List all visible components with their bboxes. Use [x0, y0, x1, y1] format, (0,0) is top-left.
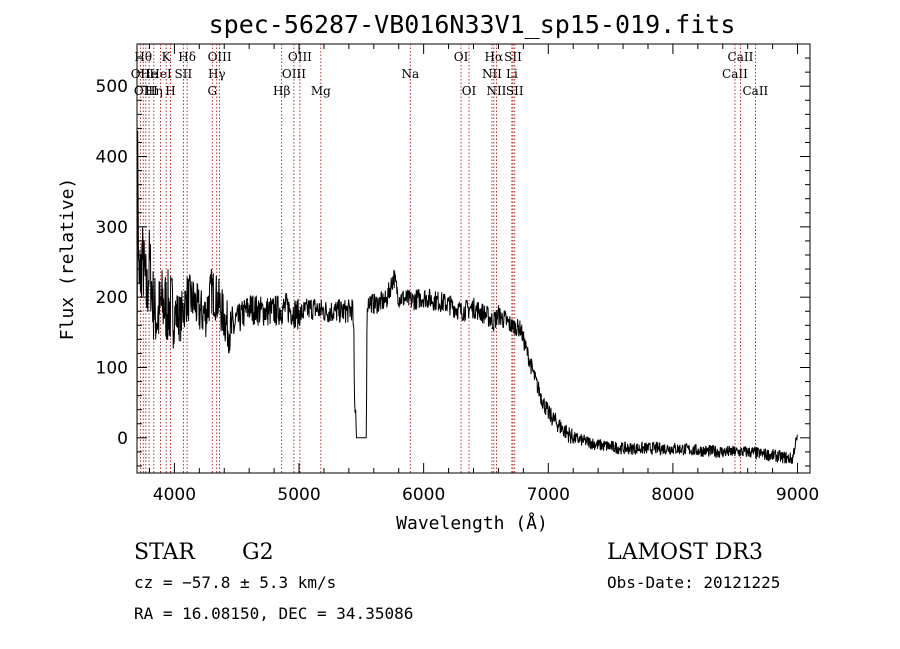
survey-name: LAMOST DR3: [607, 540, 763, 565]
y-tick-label-1: 100: [96, 359, 128, 379]
line-label-19: OI: [462, 84, 477, 98]
line-label-20: NII: [482, 67, 502, 81]
y-tick-label-3: 300: [96, 218, 128, 238]
line-label-13: Hβ: [273, 84, 290, 98]
line-label-0: OII: [131, 67, 151, 81]
line-label-25: SII: [506, 84, 524, 98]
line-label-15: OIII: [288, 50, 312, 64]
y-axis-label: Flux (relative): [57, 178, 78, 341]
line-label-8: SII: [175, 67, 193, 81]
x-tick-label-0: 4000: [153, 485, 196, 505]
line-label-22: NII: [486, 84, 506, 98]
x-tick-label-3: 7000: [527, 485, 570, 505]
object-class: STAR: [134, 540, 196, 565]
line-label-11: Hγ: [208, 67, 226, 81]
line-label-9: Hδ: [178, 50, 196, 64]
line-label-27: CaII: [728, 50, 754, 64]
y-tick-label-4: 400: [96, 148, 128, 168]
x-tick-label-2: 6000: [402, 485, 445, 505]
x-tick-label-1: 5000: [277, 485, 320, 505]
line-label-5: HeI: [149, 67, 172, 81]
spectrum-line: [136, 130, 798, 464]
spectral-line-markers: OIIHθOIIIHeHηHeIKHSIIHδGHγOIIIHβOIIIOIII…: [131, 44, 769, 473]
plot-frame: [136, 43, 811, 474]
redshift-cz: cz = −57.8 ± 5.3 km/s: [134, 573, 336, 592]
y-tick-label-2: 200: [96, 288, 128, 308]
y-tick-label-5: 500: [96, 77, 128, 97]
line-label-1: Hθ: [134, 50, 152, 64]
line-label-12: OIII: [208, 50, 232, 64]
x-tick-label-5: 9000: [776, 485, 819, 505]
line-label-28: CaII: [742, 84, 768, 98]
spectrum-series: [136, 130, 798, 464]
line-label-7: H: [165, 84, 175, 98]
line-label-4: Hη: [145, 84, 163, 98]
line-label-24: SII: [504, 50, 522, 64]
line-label-17: Na: [401, 67, 419, 81]
line-label-3: He: [140, 67, 158, 81]
observation-date: Obs-Date: 20121225: [607, 573, 780, 592]
line-label-14: OIII: [282, 67, 306, 81]
x-axis-label: Wavelength (Å): [396, 512, 548, 534]
line-label-26: CaII: [722, 67, 748, 81]
line-label-21: Hα: [485, 50, 504, 64]
object-subclass: G2: [242, 540, 274, 565]
chart-title: spec-56287-VB016N33V1_sp15-019.fits: [209, 10, 736, 39]
line-label-2: OIII: [134, 84, 158, 98]
line-label-10: G: [207, 84, 217, 98]
y-tick-label-0: 0: [117, 429, 128, 449]
coordinates: RA = 16.08150, DEC = 34.35086: [134, 604, 413, 623]
line-label-23: Li: [506, 67, 518, 81]
line-label-18: OI: [454, 50, 469, 64]
line-label-16: Mg: [311, 84, 331, 98]
axis-ticks: 4000 5000 6000 7000 8000 9000 0 100 200 300 400 500: [96, 43, 819, 505]
line-label-6: K: [162, 50, 172, 64]
x-tick-label-4: 8000: [651, 485, 694, 505]
